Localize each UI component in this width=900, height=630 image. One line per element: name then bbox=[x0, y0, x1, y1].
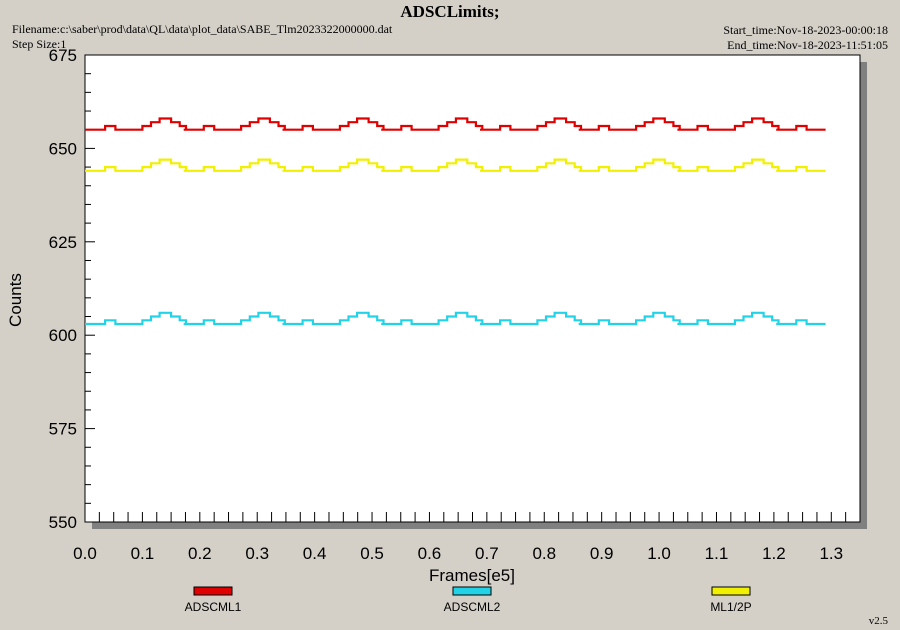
y-tick-label: 575 bbox=[49, 420, 77, 439]
filename-label: Filename:c:\saber\prod\data\QL\data\plot… bbox=[12, 22, 393, 36]
x-tick-label: 1.0 bbox=[647, 544, 671, 563]
legend-swatch bbox=[193, 586, 233, 596]
chart-title: ADSCLimits; bbox=[400, 2, 500, 21]
x-tick-label: 0.8 bbox=[532, 544, 556, 563]
legend-label: ADSCML1 bbox=[185, 600, 242, 614]
legend-label: ML1/2P bbox=[710, 600, 751, 614]
y-tick-label: 675 bbox=[49, 46, 77, 65]
x-tick-label: 0.2 bbox=[188, 544, 212, 563]
y-axis-label: Counts bbox=[6, 273, 25, 327]
plot-area bbox=[84, 54, 861, 523]
x-tick-label: 0.0 bbox=[73, 544, 97, 563]
y-tick-label: 600 bbox=[49, 326, 77, 345]
legend-label: ADSCML2 bbox=[444, 600, 501, 614]
series-line bbox=[85, 117, 826, 131]
x-tick-label: 0.5 bbox=[360, 544, 384, 563]
x-tick-label: 0.9 bbox=[590, 544, 614, 563]
step-size-label: Step Size:1 bbox=[12, 37, 67, 51]
x-axis: 0.0 0.1 0.2 0.3 0.4 0.5 0.6 0.7 0.8 0.9 1.0 1.1 1.2 1… bbox=[73, 512, 861, 563]
start-time-label: Start_time:Nov-18-2023-00:00:18 bbox=[723, 23, 888, 37]
x-axis-label: Frames[e5] bbox=[429, 566, 515, 585]
end-time-label: End_time:Nov-18-2023-11:51:05 bbox=[727, 38, 888, 52]
y-axis: 550 575 600 625 650 675 bbox=[49, 46, 95, 532]
y-tick-label: 550 bbox=[49, 513, 77, 532]
x-tick-label: 1.1 bbox=[705, 544, 729, 563]
legend-swatch bbox=[452, 586, 492, 596]
x-tick-label: 0.3 bbox=[245, 544, 269, 563]
series-line bbox=[85, 311, 826, 326]
legend: ADSCML1 ADSCML2 ML1/2P bbox=[185, 586, 752, 614]
series-layer bbox=[85, 117, 826, 326]
y-tick-label: 625 bbox=[49, 233, 77, 252]
y-tick-label: 650 bbox=[49, 139, 77, 158]
x-tick-label: 0.7 bbox=[475, 544, 499, 563]
x-tick-label: 0.4 bbox=[303, 544, 327, 563]
legend-swatch bbox=[711, 586, 751, 596]
x-tick-label: 0.6 bbox=[418, 544, 442, 563]
version-label: v2.5 bbox=[868, 615, 888, 627]
x-tick-label: 1.3 bbox=[819, 544, 843, 563]
series-line bbox=[85, 158, 826, 172]
x-tick-label: 0.1 bbox=[131, 544, 155, 563]
x-tick-label: 1.2 bbox=[762, 544, 786, 563]
